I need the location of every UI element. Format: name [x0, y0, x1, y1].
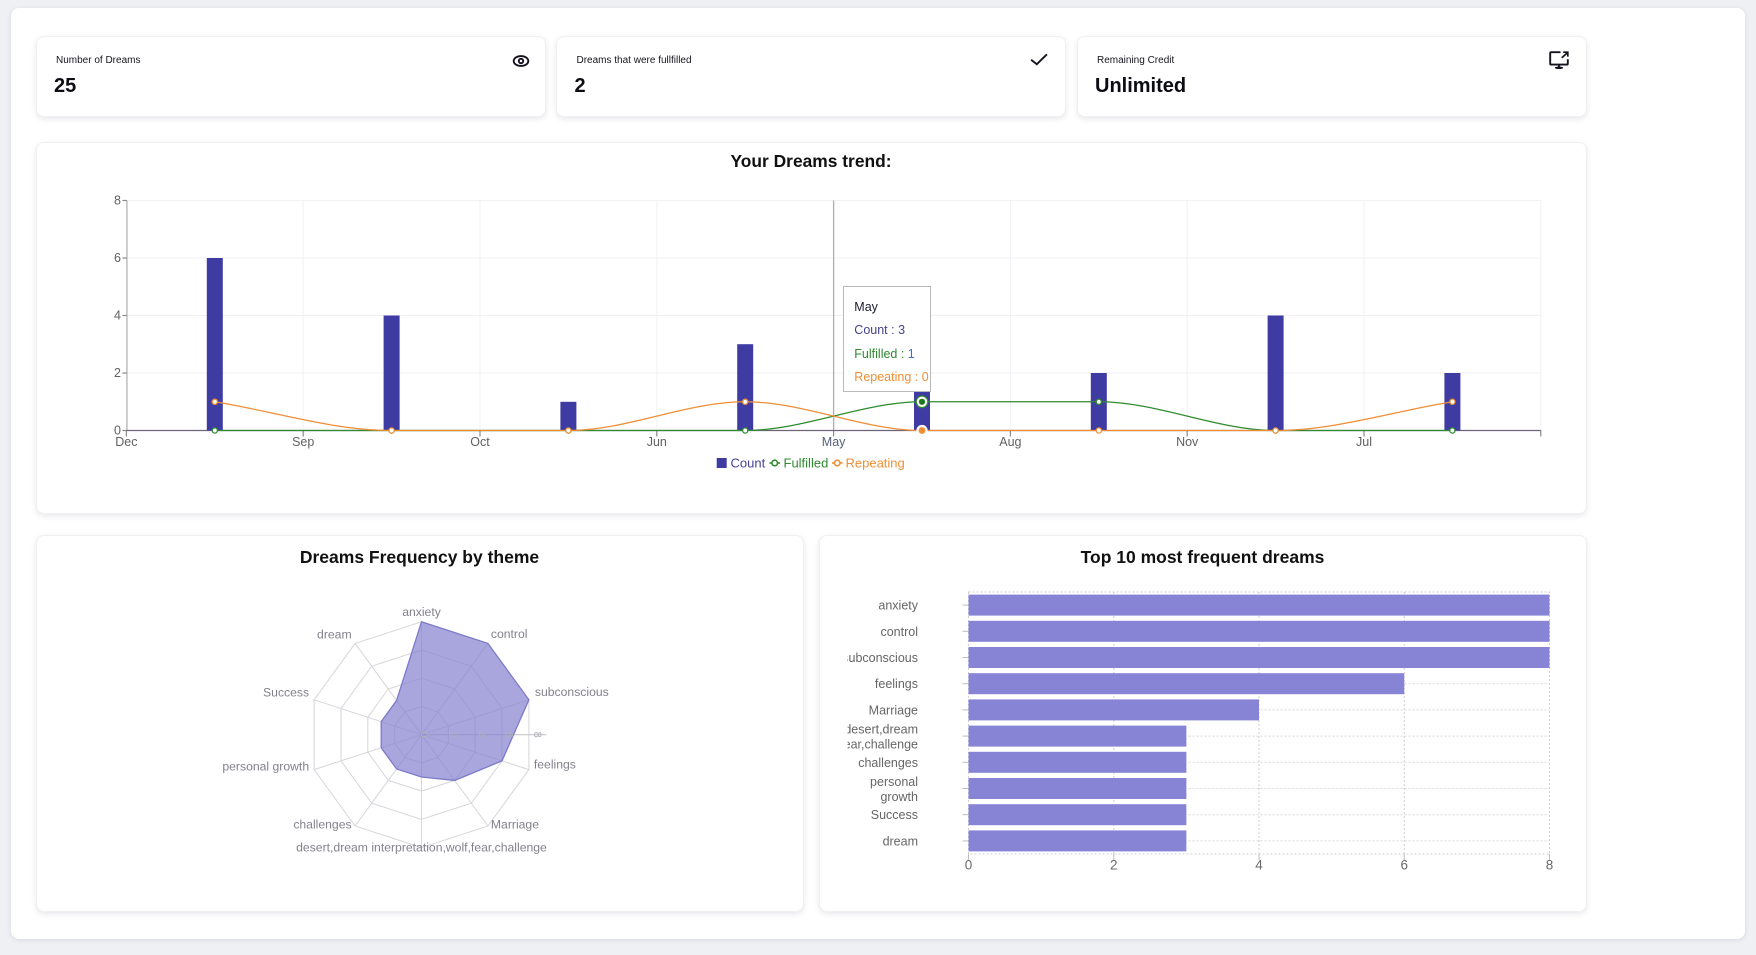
svg-text:subconscious: subconscious: [534, 685, 608, 699]
svg-text:dream: dream: [317, 627, 352, 641]
svg-text:anxiety: anxiety: [878, 599, 918, 613]
svg-text:Sep: Sep: [292, 435, 314, 449]
svg-text:Success: Success: [870, 808, 917, 822]
svg-text:0: 0: [114, 424, 121, 438]
svg-text:Count: Count: [730, 456, 765, 471]
svg-text:May: May: [821, 435, 845, 449]
svg-text:desert,dream: desert,dream: [844, 722, 918, 736]
svg-text:feelings: feelings: [874, 677, 917, 691]
svg-text:subconscious: subconscious: [842, 651, 918, 665]
svg-text:Oct: Oct: [470, 435, 490, 449]
svg-text:personal growth: personal growth: [222, 760, 309, 774]
svg-text:4: 4: [1255, 858, 1263, 873]
svg-text:Success: Success: [263, 686, 309, 700]
svg-text:0: 0: [964, 858, 972, 873]
svg-text:growth: growth: [880, 790, 918, 804]
svg-text:4: 4: [474, 732, 486, 738]
svg-text:Fulfilled: Fulfilled: [783, 456, 828, 471]
svg-text:control: control: [490, 627, 527, 641]
svg-text:6: 6: [502, 732, 514, 738]
svg-text:2: 2: [114, 366, 121, 380]
svg-text:dream: dream: [882, 834, 917, 848]
svg-text:8: 8: [1545, 858, 1553, 873]
svg-text:control: control: [880, 625, 918, 639]
svg-text:8: 8: [530, 732, 542, 738]
svg-text:6: 6: [1400, 858, 1408, 873]
svg-text:feelings: feelings: [533, 758, 575, 772]
svg-text:6: 6: [114, 251, 121, 265]
svg-text:Aug: Aug: [999, 435, 1021, 449]
svg-text:personal: personal: [870, 775, 918, 789]
svg-text:Dec: Dec: [115, 435, 137, 449]
svg-text:Marriage: Marriage: [868, 703, 917, 717]
svg-text:Jun: Jun: [646, 435, 666, 449]
svg-text:Marriage: Marriage: [490, 818, 538, 832]
svg-text:Repeating: Repeating: [845, 456, 904, 471]
svg-text:challenges: challenges: [293, 818, 351, 832]
svg-text:0: 0: [418, 732, 430, 738]
svg-text:interpretation,wolf,fear,chall: interpretation,wolf,fear,challenge: [820, 737, 918, 751]
svg-text:challenges: challenges: [858, 756, 918, 770]
svg-text:2: 2: [1109, 858, 1117, 873]
svg-text:anxiety: anxiety: [402, 605, 442, 619]
svg-text:desert,dream interpretation,wo: desert,dream interpretation,wolf,fear,ch…: [296, 841, 547, 855]
svg-text:8: 8: [114, 194, 121, 208]
svg-text:4: 4: [114, 309, 121, 323]
svg-text:2: 2: [446, 732, 458, 738]
svg-text:Nov: Nov: [1176, 435, 1199, 449]
svg-text:Jul: Jul: [1356, 435, 1372, 449]
